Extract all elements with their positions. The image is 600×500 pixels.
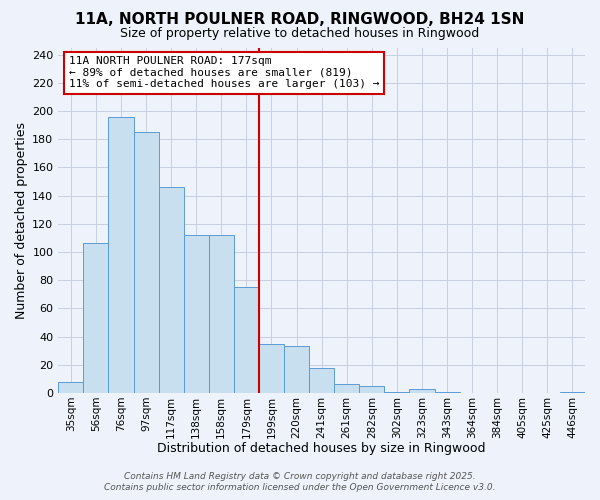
Text: Size of property relative to detached houses in Ringwood: Size of property relative to detached ho… xyxy=(121,28,479,40)
Text: 11A, NORTH POULNER ROAD, RINGWOOD, BH24 1SN: 11A, NORTH POULNER ROAD, RINGWOOD, BH24 … xyxy=(76,12,524,28)
Bar xyxy=(58,382,83,393)
Bar xyxy=(309,368,334,393)
Bar xyxy=(334,384,359,393)
Bar xyxy=(284,346,309,393)
Bar xyxy=(359,386,385,393)
Y-axis label: Number of detached properties: Number of detached properties xyxy=(15,122,28,318)
Bar xyxy=(184,235,209,393)
Bar xyxy=(109,116,134,393)
Text: Contains HM Land Registry data © Crown copyright and database right 2025.
Contai: Contains HM Land Registry data © Crown c… xyxy=(104,472,496,492)
Text: 11A NORTH POULNER ROAD: 177sqm
← 89% of detached houses are smaller (819)
11% of: 11A NORTH POULNER ROAD: 177sqm ← 89% of … xyxy=(69,56,379,90)
Bar xyxy=(158,187,184,393)
Bar xyxy=(385,392,409,393)
Bar xyxy=(560,392,585,393)
Bar xyxy=(234,287,259,393)
Bar xyxy=(134,132,158,393)
Bar xyxy=(83,244,109,393)
X-axis label: Distribution of detached houses by size in Ringwood: Distribution of detached houses by size … xyxy=(157,442,486,455)
Bar xyxy=(209,235,234,393)
Bar xyxy=(409,388,434,393)
Bar xyxy=(434,392,460,393)
Bar xyxy=(259,344,284,393)
